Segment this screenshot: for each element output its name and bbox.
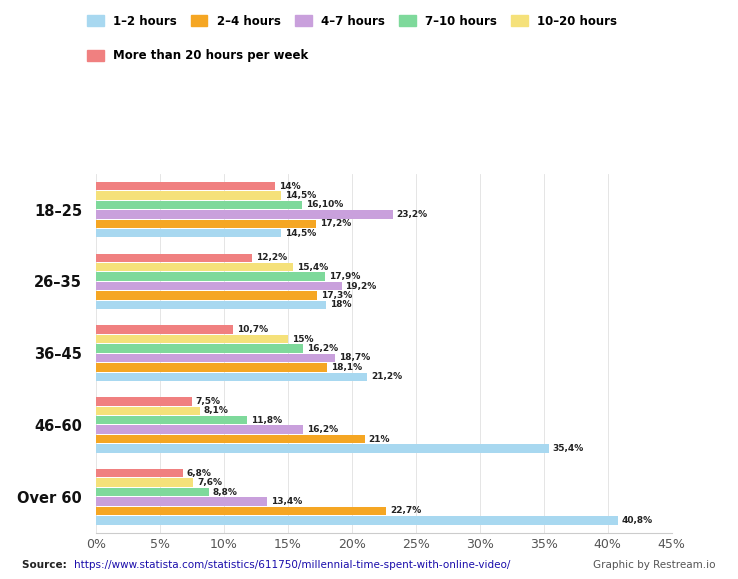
Bar: [96, 426, 303, 434]
Text: 17,2%: 17,2%: [320, 219, 351, 228]
Text: 19,2%: 19,2%: [345, 281, 376, 291]
Text: 40,8%: 40,8%: [621, 516, 653, 525]
Text: 16,2%: 16,2%: [307, 425, 338, 434]
Bar: [96, 488, 209, 496]
Legend: More than 20 hours per week: More than 20 hours per week: [87, 49, 308, 63]
Bar: [96, 354, 335, 362]
Bar: [96, 507, 386, 515]
Bar: [96, 201, 302, 209]
Bar: [96, 345, 303, 353]
Text: 6,8%: 6,8%: [187, 468, 212, 478]
Text: 14%: 14%: [279, 181, 300, 190]
Bar: [96, 301, 326, 309]
Bar: [96, 416, 247, 424]
Bar: [96, 363, 328, 372]
Text: 16,2%: 16,2%: [307, 344, 338, 353]
Bar: [96, 254, 252, 262]
Text: https://www.statista.com/statistics/611750/millennial-time-spent-with-online-vid: https://www.statista.com/statistics/6117…: [74, 560, 510, 570]
Text: 21,2%: 21,2%: [371, 372, 402, 382]
Bar: [96, 282, 342, 290]
Text: 15%: 15%: [292, 335, 313, 343]
Bar: [96, 219, 316, 228]
Text: 35,4%: 35,4%: [553, 444, 584, 453]
Text: 18%: 18%: [330, 301, 351, 310]
Bar: [96, 478, 193, 487]
Text: 17,9%: 17,9%: [328, 272, 360, 281]
Text: 23,2%: 23,2%: [396, 210, 428, 219]
Bar: [96, 210, 393, 218]
Bar: [96, 497, 267, 505]
Bar: [96, 335, 288, 343]
Bar: [96, 397, 192, 406]
Text: 7,6%: 7,6%: [197, 478, 222, 487]
Legend: 1–2 hours, 2–4 hours, 4–7 hours, 7–10 hours, 10–20 hours: 1–2 hours, 2–4 hours, 4–7 hours, 7–10 ho…: [87, 14, 617, 28]
Text: 8,1%: 8,1%: [204, 406, 228, 415]
Text: 7,5%: 7,5%: [196, 397, 221, 406]
Text: 14,5%: 14,5%: [286, 229, 317, 238]
Bar: [96, 469, 183, 478]
Text: 8,8%: 8,8%: [213, 488, 237, 497]
Text: 10,7%: 10,7%: [237, 325, 268, 334]
Text: 21%: 21%: [368, 435, 390, 444]
Bar: [96, 263, 293, 272]
Bar: [96, 516, 618, 525]
Bar: [96, 406, 199, 415]
Text: 11,8%: 11,8%: [251, 416, 282, 425]
Bar: [96, 435, 365, 444]
Text: 18,7%: 18,7%: [339, 353, 370, 362]
Text: 14,5%: 14,5%: [286, 191, 317, 200]
Bar: [96, 372, 367, 381]
Bar: [96, 182, 275, 190]
Bar: [96, 291, 317, 300]
Text: 22,7%: 22,7%: [390, 507, 421, 515]
Text: Graphic by Restream.io: Graphic by Restream.io: [593, 560, 716, 570]
Text: 12,2%: 12,2%: [256, 253, 287, 262]
Bar: [96, 325, 232, 334]
Text: 13,4%: 13,4%: [271, 497, 303, 506]
Text: 18,1%: 18,1%: [331, 363, 362, 372]
Text: 15,4%: 15,4%: [297, 263, 328, 272]
Bar: [96, 273, 325, 281]
Text: Source:: Source:: [22, 560, 71, 570]
Bar: [96, 191, 281, 200]
Bar: [96, 229, 281, 237]
Text: 17,3%: 17,3%: [321, 291, 352, 300]
Bar: [96, 444, 549, 453]
Text: 16,10%: 16,10%: [306, 200, 343, 210]
